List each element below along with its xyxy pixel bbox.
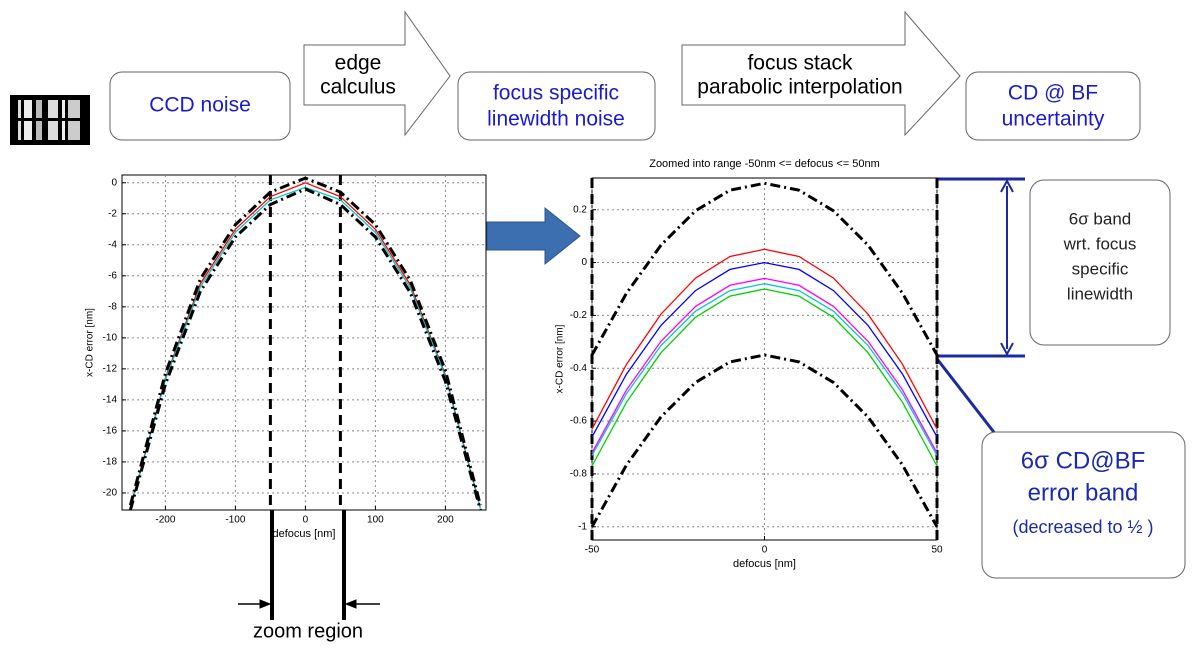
x-tick-label: -50 bbox=[585, 545, 600, 556]
chart-title: Zoomed into range -50nm <= defocus <= 50… bbox=[649, 158, 880, 170]
flow-text: focus stack bbox=[747, 52, 853, 75]
y-tick-label: -4 bbox=[108, 239, 117, 250]
flow-text: uncertainty bbox=[1002, 108, 1105, 131]
annotation-text: 6σ CD@BF bbox=[1021, 447, 1146, 474]
y-tick-label: 0 bbox=[111, 177, 117, 188]
y-tick-label: 0.2 bbox=[573, 204, 587, 215]
zoom-marker bbox=[238, 510, 380, 620]
y-tick-label: -20 bbox=[103, 488, 118, 499]
x-tick-label: 0 bbox=[303, 515, 309, 526]
flow-text: edge bbox=[335, 52, 382, 75]
y-axis-label: x-CD error [nm] bbox=[85, 308, 96, 377]
flow-text: calculus bbox=[320, 76, 396, 99]
y-tick-label: -6 bbox=[108, 270, 117, 281]
annotation-text: specific bbox=[1072, 259, 1129, 278]
flow-text: CD @ BF bbox=[1008, 82, 1098, 105]
zoom-arrow bbox=[487, 208, 580, 264]
annotation-text: (decreased to ½ ) bbox=[1012, 517, 1153, 537]
x-tick-label: 200 bbox=[437, 515, 454, 526]
y-tick-label: -8 bbox=[108, 301, 117, 312]
y-tick-label: -14 bbox=[103, 395, 118, 406]
y-tick-label: -0.8 bbox=[570, 469, 588, 480]
y-tick-label: -16 bbox=[103, 426, 118, 437]
y-tick-label: -2 bbox=[108, 208, 117, 219]
x-axis-label: defocus [nm] bbox=[733, 558, 796, 570]
x-axis-label: defocus [nm] bbox=[273, 528, 336, 540]
y-tick-label: -0.2 bbox=[570, 310, 588, 321]
y-tick-label: -0.4 bbox=[570, 363, 588, 374]
annotation-text: error band bbox=[1028, 479, 1139, 506]
x-tick-label: -200 bbox=[155, 515, 175, 526]
x-tick-label: -100 bbox=[225, 515, 245, 526]
annotation-text: linewidth bbox=[1067, 284, 1133, 303]
flow-text: CCD noise bbox=[149, 94, 251, 117]
y-tick-label: -10 bbox=[103, 332, 118, 343]
x-tick-label: 0 bbox=[762, 545, 768, 556]
slide: CCD noise edge calculus focus specific l… bbox=[0, 0, 1192, 644]
annotation-text: 6σ band bbox=[1069, 209, 1132, 228]
y-tick-label: 0 bbox=[581, 257, 587, 268]
y-axis-label: x-CD error [nm] bbox=[555, 324, 566, 393]
flow-text: focus specific bbox=[493, 82, 619, 105]
flow-text: linewidth noise bbox=[487, 108, 625, 131]
y-tick-label: -1 bbox=[578, 521, 587, 532]
x-tick-label: 100 bbox=[367, 515, 384, 526]
y-tick-label: -12 bbox=[103, 364, 118, 375]
flow-text: parabolic interpolation bbox=[697, 76, 902, 99]
annotation-text: wrt. focus bbox=[1063, 234, 1137, 253]
sensor-icon bbox=[10, 95, 90, 145]
y-tick-label: -18 bbox=[103, 457, 118, 468]
x-tick-label: 50 bbox=[931, 545, 943, 556]
zoom-label: zoom region bbox=[253, 620, 363, 642]
y-tick-label: -0.6 bbox=[570, 416, 588, 427]
